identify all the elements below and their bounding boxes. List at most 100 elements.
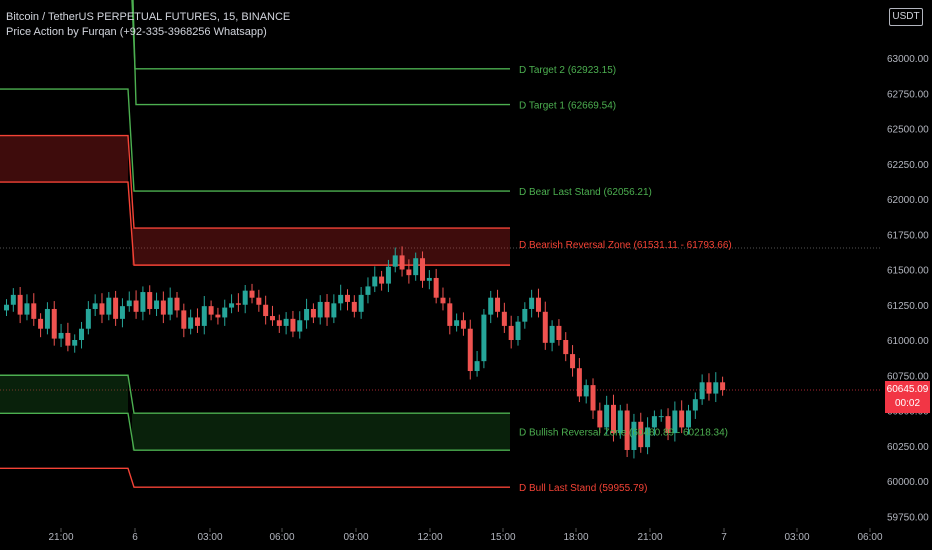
bull-zone-bottom-line <box>0 412 510 451</box>
candle-body <box>167 297 173 315</box>
candle-body <box>413 258 419 276</box>
candle-body <box>44 308 50 329</box>
grid <box>0 247 880 391</box>
candle-body <box>263 304 269 317</box>
x-tick-label: 06:00 <box>857 532 882 543</box>
x-tick-label: 21:00 <box>48 532 73 543</box>
candle-body <box>556 325 562 340</box>
candle-body <box>304 308 310 321</box>
candle-body <box>181 310 187 329</box>
candle-body <box>433 277 439 298</box>
candles <box>4 246 726 459</box>
bear-zone-top-line <box>0 134 510 229</box>
bull-zone-top-line <box>0 374 510 414</box>
candle-body <box>242 290 248 305</box>
candle-body <box>542 311 548 343</box>
candle-body <box>194 317 200 326</box>
bearish-reversal-zone <box>132 228 510 266</box>
candle-body <box>529 297 535 309</box>
candle-body <box>406 269 412 276</box>
candle-body <box>106 297 112 315</box>
candle-body <box>331 303 337 318</box>
candle-body <box>563 340 569 355</box>
candle-body <box>597 410 603 428</box>
candle-body <box>4 304 9 311</box>
candle-body <box>570 354 576 369</box>
chart-legend: Bitcoin / TetherUS PERPETUAL FUTURES, 15… <box>6 10 290 40</box>
y-tick-label: 61750.00 <box>887 230 929 241</box>
candle-body <box>310 308 316 318</box>
previous-bullish-zone <box>0 375 128 414</box>
candle-body <box>249 290 255 298</box>
candle-body <box>133 300 139 312</box>
last-price-value: 60645.09 <box>886 384 929 395</box>
candle-body <box>92 303 98 309</box>
candle-body <box>590 385 596 411</box>
candle-body <box>617 410 623 434</box>
candle-body <box>665 416 671 434</box>
previous-bearish-zone <box>0 135 128 183</box>
level-label: D Bull Last Stand (59955.79) <box>519 483 647 494</box>
target-1-line <box>132 0 510 106</box>
candle-body <box>174 297 180 311</box>
candle-body <box>79 328 85 340</box>
candle-body <box>140 292 146 312</box>
candle-body <box>426 277 432 281</box>
candle-body <box>317 301 323 318</box>
y-tick-label: 61250.00 <box>887 301 929 312</box>
candle-body <box>624 410 630 450</box>
candle-body <box>686 410 691 428</box>
candle-body <box>474 361 480 372</box>
candle-body <box>113 297 119 319</box>
candle-body <box>283 318 289 326</box>
candle-body <box>51 308 57 339</box>
candle-body <box>379 276 385 284</box>
candle-body <box>65 332 71 346</box>
candle-body <box>297 320 303 332</box>
level-label: D Bullish Reversal Zone (60480.89 - 6021… <box>519 428 728 439</box>
bear-zone-bottom-line <box>0 181 510 266</box>
y-tick-label: 62250.00 <box>887 160 929 171</box>
candle-body <box>256 297 262 305</box>
bar-countdown: 00:02 <box>894 398 921 409</box>
x-tick-label: 6 <box>132 532 138 543</box>
x-tick-label: 03:00 <box>197 532 222 543</box>
y-tick-label: 60750.00 <box>887 371 929 382</box>
candle-body <box>576 368 582 397</box>
candle-body <box>358 294 364 312</box>
candle-body <box>488 297 494 315</box>
candle-body <box>672 410 678 434</box>
candle-body <box>58 332 64 339</box>
candle-body <box>324 301 330 318</box>
candle-body <box>235 303 241 305</box>
level-label: D Target 1 (62669.54) <box>519 101 616 112</box>
candle-body <box>290 318 296 332</box>
candle-body <box>160 300 166 315</box>
candle-body <box>24 303 30 315</box>
candle-body <box>706 382 712 394</box>
last-price-label: 60645.09 00:02 <box>885 381 930 413</box>
candle-body <box>72 340 78 346</box>
candle-body <box>17 294 23 315</box>
candle-body <box>645 427 651 448</box>
candle-body <box>651 416 657 428</box>
currency-unit-button[interactable]: USDT <box>889 8 923 26</box>
y-tick-label: 60000.00 <box>887 477 929 488</box>
candle-body <box>440 297 446 304</box>
y-tick-label: 63000.00 <box>887 54 929 65</box>
x-tick-label: 7 <box>721 532 727 543</box>
candle-body <box>85 308 91 329</box>
candle-body <box>222 307 228 318</box>
bull-last-stand-line <box>0 467 510 488</box>
candle-body <box>147 292 153 309</box>
x-tick-label: 03:00 <box>784 532 809 543</box>
candle-body <box>610 404 616 434</box>
indicator-title[interactable]: Price Action by Furqan (+92-335-3968256 … <box>6 26 267 38</box>
candle-body <box>460 320 466 329</box>
y-tick-label: 61000.00 <box>887 336 929 347</box>
x-tick-label: 18:00 <box>563 532 588 543</box>
candle-body <box>276 320 282 326</box>
candle-body <box>467 328 473 372</box>
symbol-title[interactable]: Bitcoin / TetherUS PERPETUAL FUTURES, 15… <box>6 11 291 23</box>
